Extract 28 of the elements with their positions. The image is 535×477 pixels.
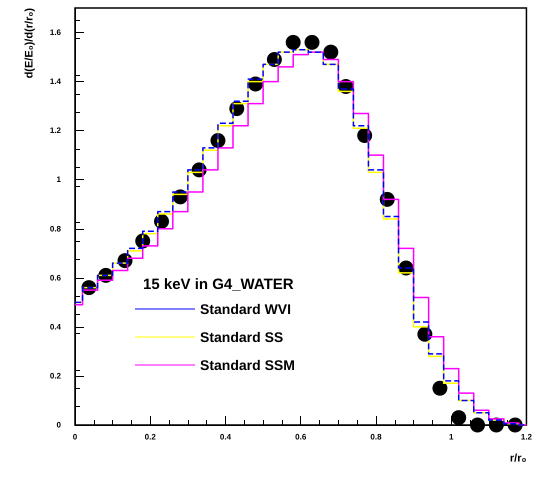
point bbox=[451, 410, 466, 426]
x-tick-label: 0.4 bbox=[220, 432, 232, 442]
point bbox=[432, 380, 448, 396]
y-tick-label: 1.2 bbox=[50, 126, 62, 136]
legend-label: Standard WVI bbox=[200, 301, 292, 317]
y-tick-label: 0.6 bbox=[50, 273, 62, 282]
y-tick-label: 0 bbox=[56, 420, 62, 430]
x-tick-label: 0 bbox=[72, 432, 78, 442]
y-axis-title: d(E/E₀)/d(r/r₀) bbox=[24, 8, 36, 78]
y-tick-label: 0.8 bbox=[50, 224, 62, 234]
x-tick-label: 1.2 bbox=[520, 432, 533, 442]
legend-label: Standard SSM bbox=[200, 357, 295, 373]
point bbox=[323, 44, 338, 60]
y-tick-label: 0.2 bbox=[50, 371, 62, 380]
x-tick-label: 0.2 bbox=[144, 432, 156, 442]
y-tick-label: 1.4 bbox=[50, 77, 62, 86]
legend-title: 15 keV in G4_WATER bbox=[143, 276, 294, 293]
y-tick-label: 1.6 bbox=[50, 28, 62, 38]
x-tick-label: 1 bbox=[448, 432, 454, 442]
point bbox=[470, 418, 486, 432]
point bbox=[286, 34, 301, 50]
y-tick-label: 0.4 bbox=[50, 322, 62, 332]
x-axis-title: r/r₀ bbox=[510, 452, 526, 464]
x-tick-label: 0.6 bbox=[295, 432, 307, 442]
x-tick-label: 0.8 bbox=[370, 432, 382, 442]
y-tick-label: 1 bbox=[56, 175, 62, 184]
legend-label: Standard SS bbox=[200, 329, 284, 345]
point bbox=[304, 34, 320, 50]
